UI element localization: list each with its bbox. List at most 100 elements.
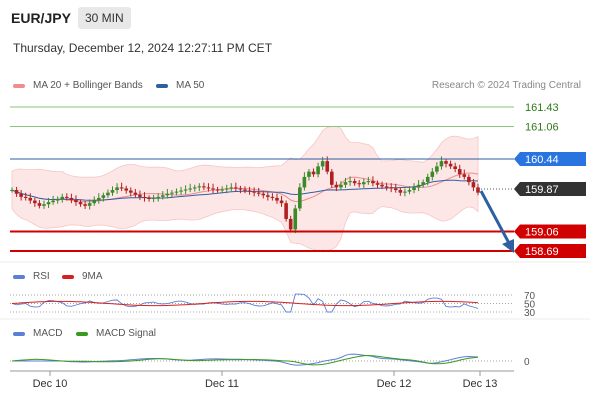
rsi-9ma-line [11,300,479,307]
legend-ma20: MA 20 + Bollinger Bands [13,80,143,91]
candle-body [375,183,380,185]
candle-body [238,188,243,190]
level-label: 161.43 [525,102,559,114]
rsi-swatch [13,274,25,279]
candle-body [197,186,202,188]
candle-body [380,184,384,187]
candle-body [211,188,215,190]
candle-body [403,191,407,193]
macd-swatch [13,331,25,336]
candle-body [307,171,311,177]
candle-body [170,192,174,194]
rsi-level-label: 30 [524,308,536,319]
chart-header: EUR/JPY 30 MIN [0,0,590,38]
candle-body [444,161,448,164]
candle-body [279,200,284,204]
candle-body [430,171,435,177]
candle-body [19,193,23,197]
candle-body [42,204,46,206]
candle-body [133,192,138,195]
candle-body [435,166,439,172]
level-tag [514,181,586,196]
candle-body [334,184,339,188]
candle-body [288,218,293,230]
candle-body [220,189,224,191]
candle-body [183,189,188,191]
candle-body [33,200,37,204]
candle-body [37,203,42,206]
candle-body [74,200,78,203]
candle-body [65,196,69,198]
candle-body [138,194,142,197]
candle-body [357,183,362,185]
candle-body [14,190,19,194]
candle-body [311,171,316,175]
currency-pair-title: EUR/JPY [11,10,71,26]
candle-body [425,176,430,183]
candle-body [398,190,403,193]
macd-zero-label: 0 [524,357,530,368]
candle-body [252,191,256,193]
candle-body [165,193,170,196]
candle-body [124,188,129,191]
candle-body [142,196,147,198]
candle-body [115,187,119,191]
candle-body [448,163,453,167]
level-tag [514,224,586,239]
candle-body [275,197,279,201]
candle-body [202,186,206,188]
legend-label: MA 20 + Bollinger Bands [33,80,143,91]
legend-label: RSI [33,271,50,282]
candle-body [55,198,60,201]
x-tick-label: Dec 13 [463,378,498,390]
candle-body [316,166,320,175]
candle-body [147,197,151,199]
legend-ma50: MA 50 [156,80,204,91]
candle-body [476,187,480,193]
candle-body [224,188,229,190]
candle-body [256,192,261,194]
candle-body [421,182,425,185]
candle-body [416,184,421,188]
x-tick-label: Dec 11 [205,378,239,390]
candle-body [361,182,366,185]
candle-body [325,161,330,172]
candle-body [348,181,352,183]
legend-label: MACD [33,328,63,339]
candle-body [179,190,183,192]
candle-body [330,171,334,185]
rsi-line [11,293,479,313]
legend-9ma: 9MA [62,271,103,282]
candle-body [407,190,412,192]
level-label: 160.44 [525,154,559,166]
interval-button[interactable]: 30 MIN [78,7,131,29]
candle-body [97,197,101,201]
candle-body [215,189,220,191]
candle-body [247,190,252,192]
candle-body [462,174,467,177]
macd-signal-swatch [76,331,88,336]
candle-body [101,195,106,198]
candle-body [467,176,471,183]
candle-body [128,190,133,193]
level-label: 158.69 [525,246,559,258]
candle-body [266,195,270,197]
candle-body [46,202,51,205]
candle-body [92,200,97,204]
candle-body [384,186,389,188]
candle-body [293,208,298,230]
candle-body [302,176,307,188]
candle-body [270,196,275,198]
legend-rsi: RSI [13,271,50,282]
candle-body [10,190,14,192]
candle-body [457,169,462,175]
candle-body [243,189,247,191]
level-label: 159.87 [525,184,559,196]
legend-macd: MACD [13,328,62,339]
candle-body [28,197,33,201]
level-label: 161.06 [525,121,559,133]
forecast-arrowhead [502,239,514,253]
candle-body [320,161,325,167]
candle-body [284,203,288,219]
level-label: 159.06 [525,227,559,239]
